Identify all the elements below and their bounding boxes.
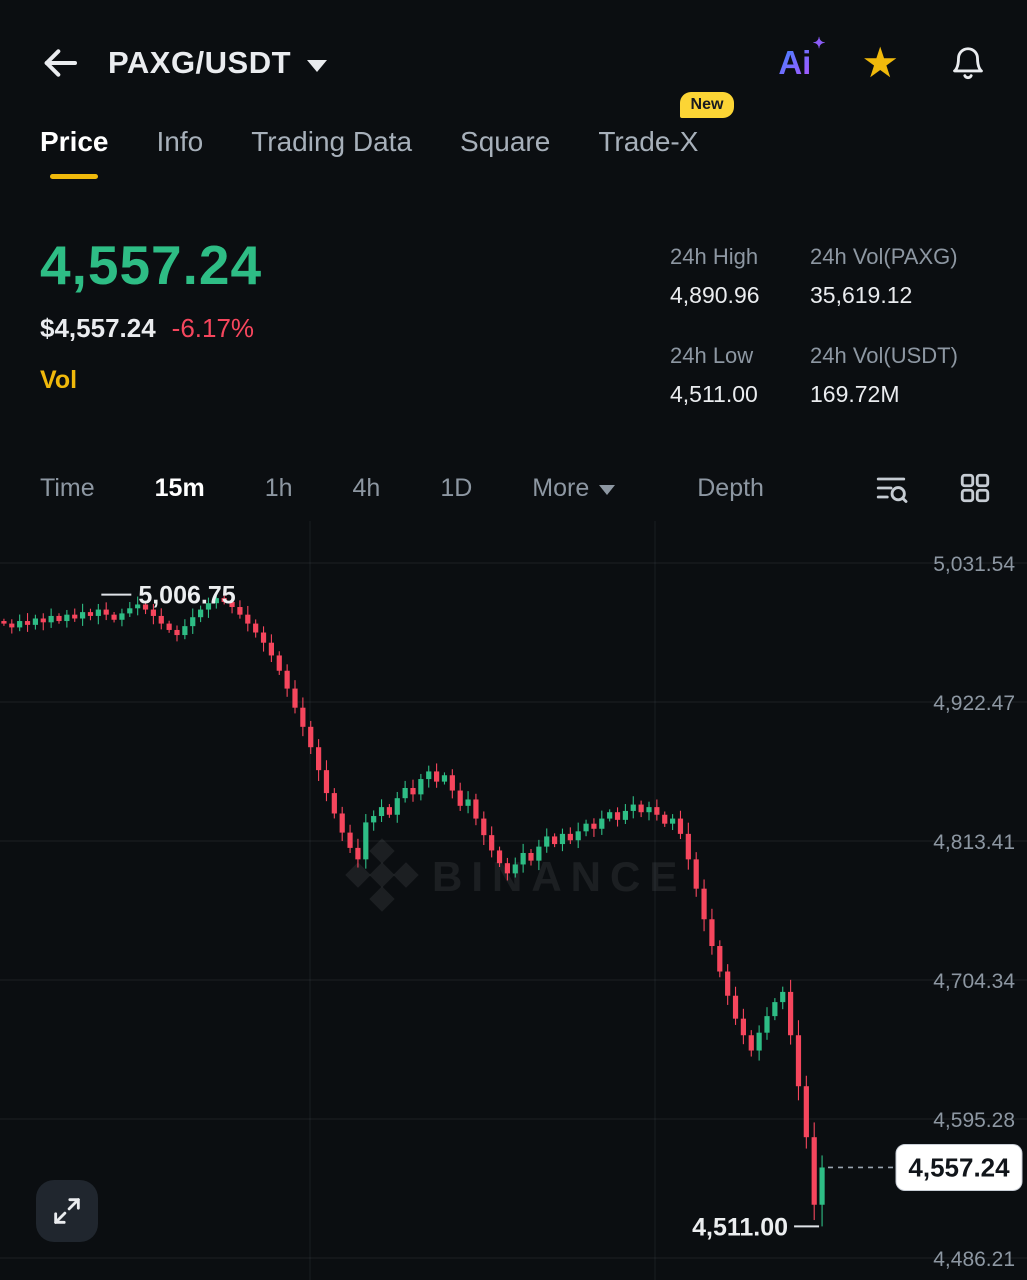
top-tabs: Price Info Trading Data Square Trade-X N… xyxy=(0,92,1027,204)
price-panel: 4,557.24 $4,557.24 -6.17% Vol xyxy=(40,238,262,395)
active-tab-underline xyxy=(50,174,99,179)
timeframe-1h[interactable]: 1h xyxy=(264,473,293,502)
pair-selector[interactable]: PAXG/USDT xyxy=(108,45,328,81)
candles xyxy=(1,594,825,1227)
expand-chart-button[interactable] xyxy=(36,1180,98,1242)
tab-square[interactable]: Square xyxy=(460,126,551,157)
last-price-marker[interactable]: 4,557.24 xyxy=(828,1143,1023,1191)
high-annotation: 5,006.75 xyxy=(101,582,236,610)
svg-text:5,031.54: 5,031.54 xyxy=(933,553,1015,576)
svg-text:5,006.75: 5,006.75 xyxy=(138,582,235,610)
timeframe-more[interactable]: More xyxy=(532,474,616,503)
last-price: 4,557.24 xyxy=(40,234,263,296)
stat-24h-high: 24h High 4,890.96 xyxy=(670,244,810,309)
pair-title: PAXG/USDT xyxy=(108,45,292,80)
binance-watermark: BINANCE xyxy=(345,838,686,912)
svg-text:4,922.47: 4,922.47 xyxy=(933,692,1015,715)
low-annotation: 4,511.00 xyxy=(692,1213,820,1241)
tab-trading-data[interactable]: Trading Data xyxy=(251,126,413,157)
stat-label: 24h Vol(PAXG) xyxy=(810,244,958,269)
svg-text:4,813.41: 4,813.41 xyxy=(933,831,1015,854)
svg-text:4,704.34: 4,704.34 xyxy=(933,970,1015,993)
svg-text:4,557.24: 4,557.24 xyxy=(908,1152,1010,1182)
stat-label: 24h Vol(USDT) xyxy=(810,343,958,368)
stat-24h-low: 24h Low 4,511.00 xyxy=(670,343,810,408)
sparkle-icon: ✦ xyxy=(812,35,826,52)
indicator-settings-icon[interactable] xyxy=(873,470,909,506)
vol-toggle[interactable]: Vol xyxy=(40,366,78,394)
expand-icon xyxy=(54,1198,80,1224)
svg-text:4,595.28: 4,595.28 xyxy=(933,1109,1015,1132)
header: PAXG/USDT Ai ✦ ★ xyxy=(0,0,1027,110)
timeframe-4h[interactable]: 4h xyxy=(352,473,381,502)
chart-grid xyxy=(0,521,1027,1280)
new-badge: New xyxy=(679,92,735,118)
chevron-down-icon xyxy=(307,60,328,72)
timeframe-1d[interactable]: 1D xyxy=(440,473,473,502)
tab-trade-x[interactable]: Trade-X New xyxy=(598,92,735,158)
last-price-tag xyxy=(895,1143,1023,1191)
candlestick-chart[interactable]: BINANCE 5,006.75 4,511.00 4,557.24 5,031.54 4… xyxy=(0,521,1027,1280)
back-button[interactable] xyxy=(40,41,84,85)
ai-assistant-icon[interactable]: Ai ✦ xyxy=(778,35,826,81)
tab-price[interactable]: Price xyxy=(40,118,109,179)
svg-text:4,511.00: 4,511.00 xyxy=(692,1213,788,1241)
svg-text:4,486.21: 4,486.21 xyxy=(933,1248,1015,1271)
stat-value: 35,619.12 xyxy=(810,282,913,308)
change-percent: -6.17% xyxy=(171,313,255,343)
stat-label: 24h Low xyxy=(670,343,754,368)
chevron-down-icon xyxy=(599,485,616,495)
fiat-price: $4,557.24 xyxy=(40,313,156,343)
notifications-bell-icon[interactable] xyxy=(949,44,987,82)
stat-label: 24h High xyxy=(670,244,759,269)
stat-24h-vol-usdt: 24h Vol(USDT) 169.72M xyxy=(810,343,991,408)
y-axis-labels: 5,031.54 4,922.47 4,813.41 4,704.34 4,595.28… xyxy=(933,553,1015,1271)
svg-text:BINANCE: BINANCE xyxy=(432,853,686,900)
stat-value: 4,890.96 xyxy=(670,282,760,308)
chart-area: BINANCE 5,006.75 4,511.00 4,557.24 5,031.54 4… xyxy=(0,521,1027,1280)
stat-24h-vol-paxg: 24h Vol(PAXG) 35,619.12 xyxy=(810,244,991,309)
grid-layout-icon[interactable] xyxy=(957,470,993,506)
favorite-star-icon[interactable]: ★ xyxy=(861,39,899,86)
stats-grid: 24h High 4,890.96 24h Vol(PAXG) 35,619.1… xyxy=(670,244,991,408)
timeframe-bar: Time 15m 1h 4h 1D More Depth xyxy=(40,466,993,510)
tab-info[interactable]: Info xyxy=(156,126,204,157)
timeframe-15m[interactable]: 15m xyxy=(154,473,205,502)
stat-value: 4,511.00 xyxy=(670,381,758,407)
back-arrow-icon xyxy=(44,49,77,77)
depth-button[interactable]: Depth xyxy=(697,473,764,502)
stat-value: 169.72M xyxy=(810,381,900,407)
timeframe-time[interactable]: Time xyxy=(40,473,95,502)
